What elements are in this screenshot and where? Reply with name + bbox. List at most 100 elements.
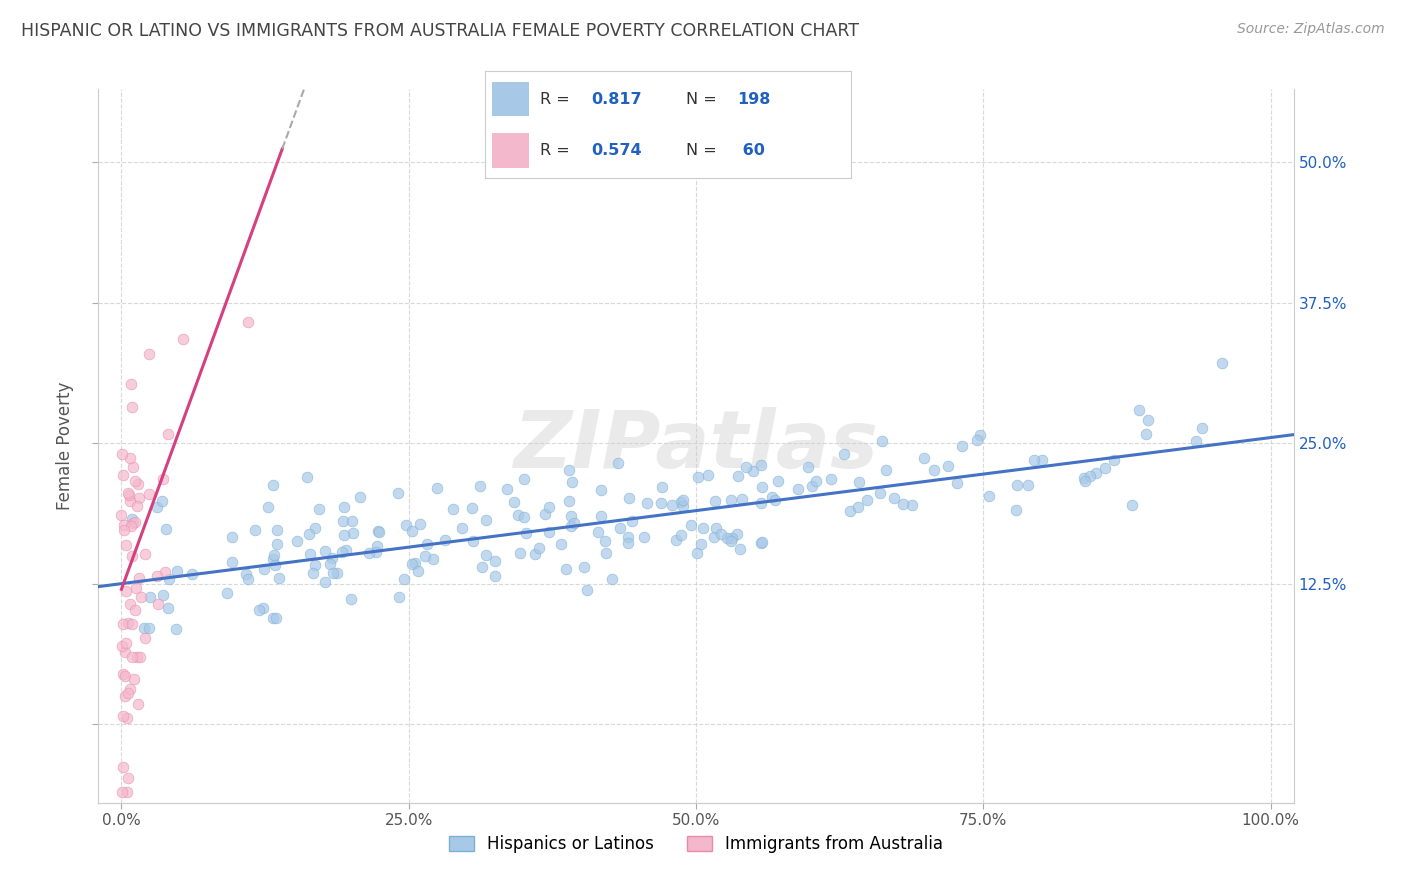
Immigrants from Australia <box>172 332 194 346</box>
Hispanics or Latinos <box>471 560 494 574</box>
Immigrants from Australia <box>120 598 142 612</box>
Text: HISPANIC OR LATINO VS IMMIGRANTS FROM AUSTRALIA FEMALE POVERTY CORRELATION CHART: HISPANIC OR LATINO VS IMMIGRANTS FROM AU… <box>21 22 859 40</box>
Immigrants from Australia <box>120 377 142 392</box>
Immigrants from Australia <box>110 508 132 522</box>
Hispanics or Latinos <box>633 530 655 544</box>
Text: N =: N = <box>686 143 723 158</box>
Hispanics or Latinos <box>266 610 288 624</box>
Hispanics or Latinos <box>617 536 640 550</box>
Immigrants from Australia <box>112 467 135 482</box>
Hispanics or Latinos <box>157 600 180 615</box>
Hispanics or Latinos <box>484 553 506 567</box>
Hispanics or Latinos <box>415 549 437 564</box>
Hispanics or Latinos <box>621 514 644 528</box>
Hispanics or Latinos <box>269 571 291 585</box>
Immigrants from Australia <box>138 347 160 361</box>
Hispanics or Latinos <box>665 533 688 548</box>
Immigrants from Australia <box>157 426 180 441</box>
Immigrants from Australia <box>129 590 152 604</box>
Hispanics or Latinos <box>513 472 536 486</box>
Text: R =: R = <box>540 143 575 158</box>
Immigrants from Australia <box>122 460 145 475</box>
Hispanics or Latinos <box>314 574 336 589</box>
Immigrants from Australia <box>112 617 135 632</box>
Text: Source: ZipAtlas.com: Source: ZipAtlas.com <box>1237 22 1385 37</box>
Hispanics or Latinos <box>575 582 598 597</box>
Hispanics or Latinos <box>321 551 343 566</box>
Immigrants from Australia <box>125 499 148 513</box>
Hispanics or Latinos <box>950 439 973 453</box>
Hispanics or Latinos <box>304 558 326 572</box>
Hispanics or Latinos <box>720 534 742 549</box>
Hispanics or Latinos <box>704 494 727 508</box>
Hispanics or Latinos <box>1211 356 1233 370</box>
Text: 60: 60 <box>737 143 765 158</box>
Hispanics or Latinos <box>513 509 536 524</box>
Hispanics or Latinos <box>751 458 773 472</box>
Hispanics or Latinos <box>751 535 773 549</box>
Hispanics or Latinos <box>706 521 728 535</box>
Hispanics or Latinos <box>901 498 924 512</box>
Hispanics or Latinos <box>1073 471 1095 485</box>
Hispanics or Latinos <box>484 568 506 582</box>
Hispanics or Latinos <box>538 525 561 540</box>
Hispanics or Latinos <box>422 551 444 566</box>
Hispanics or Latinos <box>330 545 353 559</box>
Immigrants from Australia <box>111 708 134 723</box>
Hispanics or Latinos <box>690 537 713 551</box>
Hispanics or Latinos <box>322 566 344 581</box>
Text: N =: N = <box>686 92 723 107</box>
Immigrants from Australia <box>153 565 176 579</box>
Hispanics or Latinos <box>617 491 640 505</box>
Text: 0.574: 0.574 <box>591 143 641 158</box>
Hispanics or Latinos <box>561 475 583 489</box>
Hispanics or Latinos <box>586 524 609 539</box>
Hispanics or Latinos <box>636 496 658 510</box>
Hispanics or Latinos <box>450 520 472 534</box>
Hispanics or Latinos <box>165 622 187 636</box>
Immigrants from Australia <box>120 451 142 466</box>
Immigrants from Australia <box>146 569 169 583</box>
Hispanics or Latinos <box>359 546 381 560</box>
Hispanics or Latinos <box>558 463 581 477</box>
Hispanics or Latinos <box>166 564 188 578</box>
Hispanics or Latinos <box>314 543 336 558</box>
Immigrants from Australia <box>115 784 138 798</box>
Hispanics or Latinos <box>602 572 624 586</box>
Immigrants from Australia <box>114 689 136 703</box>
Immigrants from Australia <box>111 759 134 773</box>
Hispanics or Latinos <box>1128 403 1150 417</box>
Hispanics or Latinos <box>463 533 485 548</box>
Hispanics or Latinos <box>725 527 748 541</box>
Hispanics or Latinos <box>870 434 893 449</box>
Hispanics or Latinos <box>441 502 464 516</box>
Immigrants from Australia <box>124 672 146 686</box>
Hispanics or Latinos <box>366 539 388 553</box>
Hispanics or Latinos <box>1078 468 1101 483</box>
Hispanics or Latinos <box>1022 452 1045 467</box>
Immigrants from Australia <box>134 547 156 561</box>
Hispanics or Latinos <box>685 546 707 560</box>
Immigrants from Australia <box>112 523 135 537</box>
Immigrants from Australia <box>111 447 134 461</box>
Hispanics or Latinos <box>820 472 842 486</box>
Immigrants from Australia <box>110 639 132 653</box>
Hispanics or Latinos <box>1073 475 1095 489</box>
Hispanics or Latinos <box>262 478 284 492</box>
Immigrants from Australia <box>115 538 138 552</box>
Text: ZIPatlas: ZIPatlas <box>513 407 879 485</box>
Hispanics or Latinos <box>146 500 169 514</box>
Hispanics or Latinos <box>1104 452 1126 467</box>
Hispanics or Latinos <box>856 493 879 508</box>
Immigrants from Australia <box>110 784 132 798</box>
Hispanics or Latinos <box>697 468 720 483</box>
Hispanics or Latinos <box>349 490 371 504</box>
Hispanics or Latinos <box>787 482 810 496</box>
Hispanics or Latinos <box>298 547 321 561</box>
Hispanics or Latinos <box>977 489 1000 503</box>
Hispanics or Latinos <box>609 521 631 535</box>
Hispanics or Latinos <box>797 459 820 474</box>
Hispanics or Latinos <box>325 566 347 580</box>
Hispanics or Latinos <box>474 548 496 562</box>
Bar <box>492 134 529 168</box>
